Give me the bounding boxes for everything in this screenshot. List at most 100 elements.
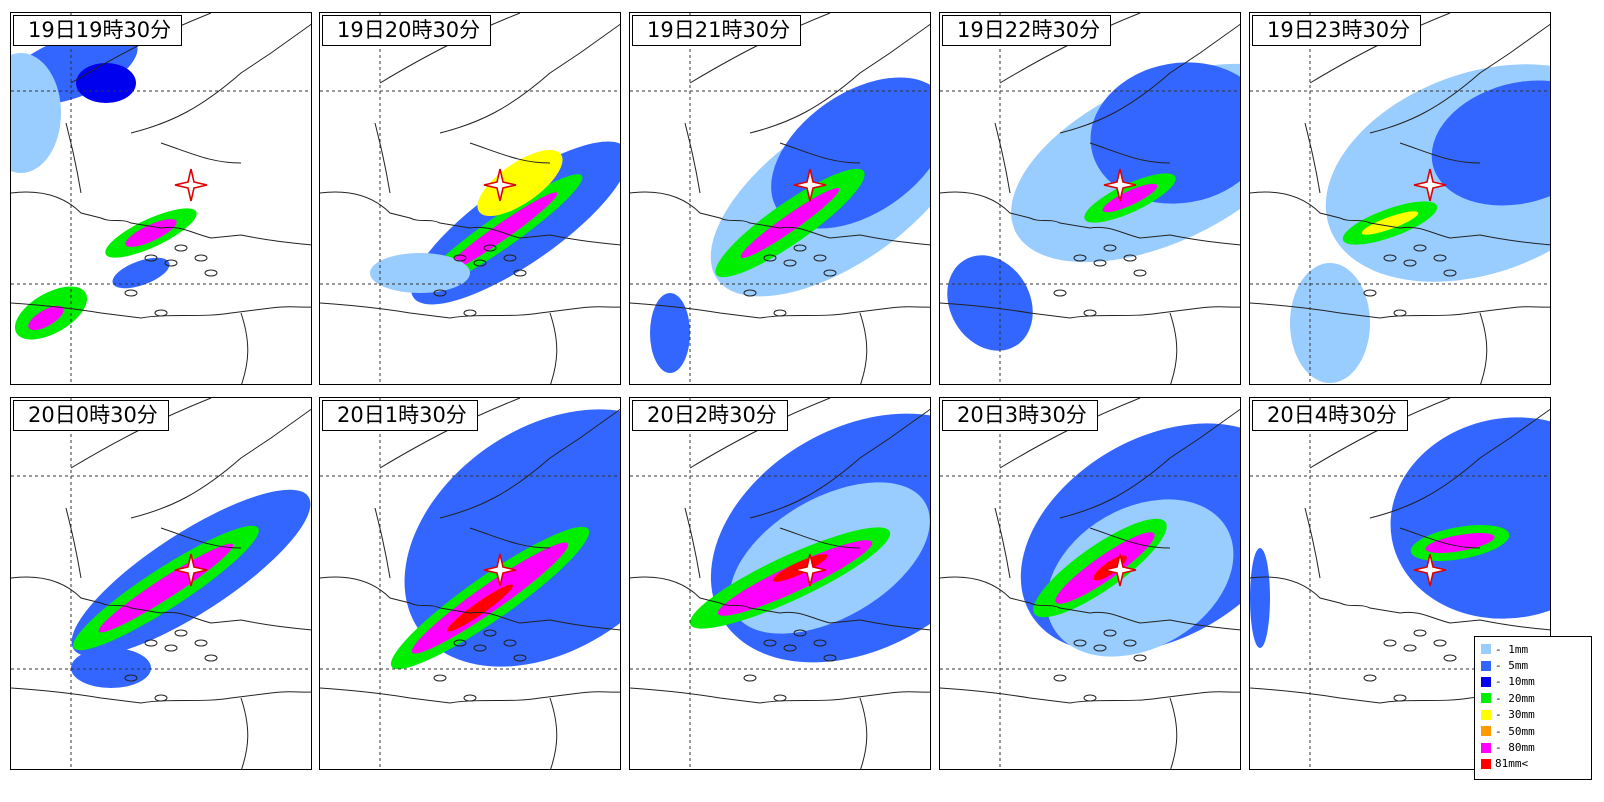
legend-label: - 20mm <box>1495 691 1535 705</box>
rain-echoes <box>370 141 620 305</box>
island <box>813 254 827 262</box>
legend-label: 81mm< <box>1495 757 1529 771</box>
legend-row-10mm: - 10mm <box>1481 674 1587 690</box>
island <box>1133 269 1147 277</box>
coastline <box>320 191 620 246</box>
coastline <box>240 697 249 769</box>
four-point-star-icon <box>483 553 517 587</box>
coastline <box>630 191 930 246</box>
coastline <box>1250 302 1550 319</box>
island <box>1103 244 1117 252</box>
coastline <box>374 507 391 579</box>
coastline <box>130 23 311 134</box>
coastline <box>1369 408 1550 519</box>
island <box>1393 309 1407 317</box>
four-point-star-icon <box>1103 168 1137 202</box>
rain-echo <box>1425 533 1495 553</box>
island <box>1443 654 1457 662</box>
island <box>483 629 497 637</box>
rain-echo <box>1390 417 1550 619</box>
island <box>144 639 158 647</box>
island <box>483 244 497 252</box>
island <box>813 639 827 647</box>
coastline <box>160 142 242 164</box>
panel-time-label: 19日20時30分 <box>322 15 492 46</box>
island <box>1053 674 1067 682</box>
panel-time-label: 20日3時30分 <box>942 400 1098 431</box>
coastline <box>1250 191 1550 246</box>
legend-label: - 5mm <box>1495 659 1529 673</box>
legend-row-50mm: - 50mm <box>1481 723 1587 739</box>
island <box>453 254 467 262</box>
coastline <box>11 576 311 631</box>
rain-echo <box>477 149 563 217</box>
island <box>823 269 837 277</box>
island <box>1123 639 1137 647</box>
four-point-star-icon <box>1413 168 1447 202</box>
rain-echoes <box>947 62 1240 351</box>
coastline <box>779 527 861 549</box>
legend-label: - 10mm <box>1495 675 1535 689</box>
rain-echoes <box>390 409 620 670</box>
island <box>1123 254 1137 262</box>
coastline <box>684 122 701 194</box>
legend-row-81mm: 81mm< <box>1481 756 1587 772</box>
coastline <box>1304 507 1321 579</box>
radar-panel: 20日2時30分 <box>629 397 931 770</box>
coastline <box>65 122 82 194</box>
panel-time-label: 19日22時30分 <box>942 15 1112 46</box>
island <box>783 644 797 652</box>
island <box>1093 644 1107 652</box>
island <box>1413 629 1427 637</box>
four-point-star-icon <box>174 553 208 587</box>
island <box>433 289 447 297</box>
coastline <box>65 507 82 579</box>
coastline <box>779 142 861 164</box>
island <box>1433 639 1447 647</box>
island <box>1383 639 1397 647</box>
rain-echo <box>447 584 513 632</box>
legend-swatch <box>1481 676 1491 687</box>
island <box>164 259 178 267</box>
rain-echo <box>740 187 840 259</box>
radar-map <box>630 398 930 769</box>
rain-echo <box>1361 211 1419 235</box>
coastline <box>11 191 311 246</box>
rain-echo <box>370 253 470 293</box>
coastline <box>320 302 620 319</box>
panel-time-label: 20日1時30分 <box>322 400 478 431</box>
rain-echo <box>1046 499 1234 657</box>
four-point-star-icon <box>1413 553 1447 587</box>
coastline <box>549 697 558 769</box>
island <box>793 244 807 252</box>
coastline <box>859 312 868 384</box>
coastline <box>469 142 551 164</box>
coastline <box>1369 23 1550 134</box>
coastline <box>1399 142 1481 164</box>
legend-swatch <box>1481 742 1491 753</box>
rain-echo <box>76 63 136 103</box>
precip-legend: - 1mm - 5mm - 10mm - 20mm - 30mm - 50mm … <box>1474 636 1592 780</box>
rain-echo <box>442 192 558 274</box>
rain-echo <box>28 305 64 331</box>
rain-echoes <box>650 77 930 373</box>
radar-panel: 19日23時30分 <box>1249 12 1551 385</box>
radar-map <box>1250 13 1550 384</box>
rain-echo <box>947 255 1033 351</box>
island <box>154 694 168 702</box>
rain-echoes <box>1250 417 1550 648</box>
coastline <box>130 408 311 519</box>
four-point-star-icon <box>793 168 827 202</box>
island <box>1133 654 1147 662</box>
rain-echo <box>404 409 620 667</box>
radar-map <box>320 398 620 769</box>
coastline <box>1304 122 1321 194</box>
island <box>763 254 777 262</box>
island <box>124 674 138 682</box>
coastline <box>240 312 249 384</box>
coastline <box>160 527 242 549</box>
island <box>1103 629 1117 637</box>
island <box>763 639 777 647</box>
coastline <box>940 687 1240 704</box>
coastline <box>11 302 311 319</box>
